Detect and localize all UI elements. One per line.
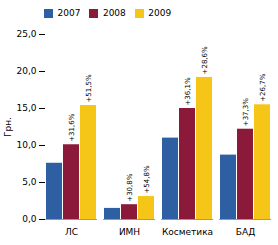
svg-text:0,0: 0,0	[22, 214, 37, 224]
svg-text:+30,8%: +30,8%	[126, 173, 134, 201]
svg-text:ИМН: ИМН	[119, 227, 140, 237]
svg-text:ЛС: ЛС	[65, 227, 78, 237]
svg-text:20,0: 20,0	[16, 66, 36, 76]
svg-text:+36,1%: +36,1%	[184, 77, 192, 105]
svg-text:+31,6%: +31,6%	[68, 113, 76, 141]
svg-text:+51,5%: +51,5%	[85, 74, 93, 102]
svg-text:25,0: 25,0	[16, 29, 36, 39]
svg-text:5,0: 5,0	[22, 177, 37, 187]
html-text:2008: 2008	[102, 8, 126, 18]
svg-text:10,0: 10,0	[16, 140, 36, 150]
html-text:2007: 2007	[57, 8, 81, 18]
svg-text:БАД: БАД	[236, 227, 255, 237]
svg-text:+26,7%: +26,7%	[259, 73, 267, 101]
svg-text:Грн.: Грн.	[3, 117, 13, 137]
html-text:2009: 2009	[148, 8, 172, 18]
svg-text:+54,8%: +54,8%	[143, 165, 151, 193]
svg-text:+37,3%: +37,3%	[242, 98, 250, 126]
svg-text:+28,6%: +28,6%	[201, 46, 209, 74]
svg-text:Косметика: Косметика	[162, 227, 213, 237]
svg-text:15,0: 15,0	[16, 103, 36, 113]
